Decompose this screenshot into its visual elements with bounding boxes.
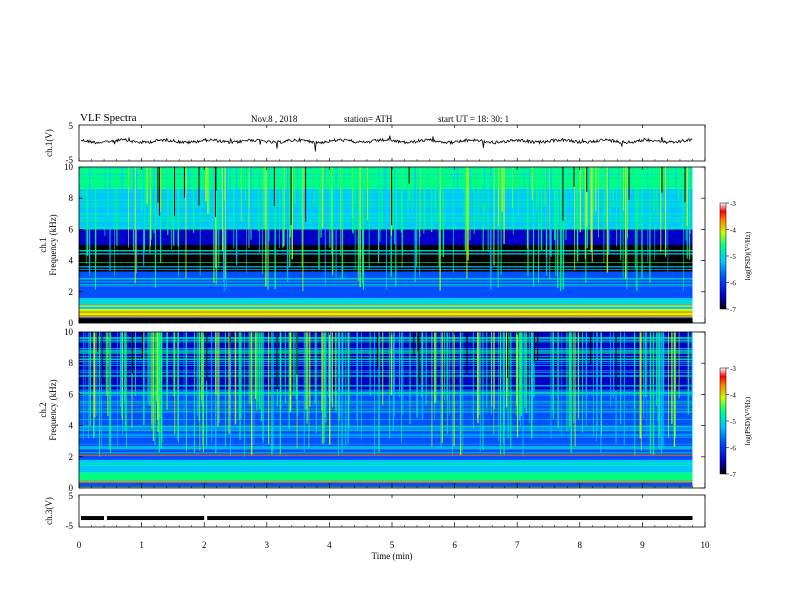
ch1-ytick-label: -5 <box>66 155 74 165</box>
ch1-spectrogram-ytick-label: 0 <box>69 318 74 328</box>
xtick-label: 4 <box>327 540 332 550</box>
panel-gap <box>79 324 705 331</box>
ch1-waveform-series <box>81 135 693 152</box>
ch2-spectrogram-ytick-label: 4 <box>69 421 74 431</box>
ch2-spectrogram-colorbar-tick-label: -4 <box>730 392 736 400</box>
ch1-spectrogram-colorbar-tick-label: -6 <box>730 280 736 288</box>
ch1-spectrogram-ytick-label: 8 <box>69 193 74 203</box>
ch1-spectrogram-ylabel: Frequency (kHz) <box>48 214 58 275</box>
ch3-ytick-label: 5 <box>69 491 74 501</box>
ch1-spectrogram-colorbar <box>719 202 727 310</box>
ch2-spectrogram-colorbar-tick-label: -7 <box>730 471 736 479</box>
chart-title: VLF Spectra <box>80 112 137 124</box>
ch1-spectrogram-band <box>79 213 693 230</box>
ch1-spectrogram-colorbar-tick-label: -7 <box>730 306 736 314</box>
ch1-spectrogram-lowband <box>79 318 693 323</box>
ch2-spectrogram-colorbar-tick-label: -6 <box>730 445 736 453</box>
ch2-spectrogram-ytick-label: 6 <box>69 389 74 399</box>
ch1-ylabel: ch.1(V) <box>44 129 54 157</box>
ch2-spectrogram-image <box>79 332 693 488</box>
ch1-spectrogram-ytick-label: 2 <box>69 287 74 297</box>
ch2-spectrogram-ylabel-channel: ch.2 <box>38 402 48 417</box>
ch1-spectrogram-ylabel-channel: ch.1 <box>38 237 48 252</box>
xaxis-label: Time (min) <box>372 551 413 561</box>
ch2-spectrogram-colorbar-tick-label: -3 <box>730 365 736 373</box>
ch1-spectrogram-colorbar-label: log(PSD)(V²/Hz) <box>744 231 752 280</box>
ch1-spectrogram-ytick-label: 10 <box>64 162 74 172</box>
ch3-ylabel: ch.3(V) <box>44 497 54 525</box>
ch2-spectrogram-colorbar-tick-label: -5 <box>730 418 736 426</box>
xtick-label: 7 <box>515 540 520 550</box>
ch2-spectrogram-band <box>79 481 693 488</box>
ch3-waveform-series <box>81 516 693 521</box>
xtick-label: 1 <box>139 540 144 550</box>
date-label: Nov.8 , 2018 <box>251 114 298 124</box>
ch2-spectrogram-band <box>79 452 693 460</box>
ch2-spectrogram-ytick-label: 8 <box>69 358 74 368</box>
ch1-spectrogram-band <box>79 285 693 299</box>
ch2-spectrogram-band <box>79 472 693 482</box>
ch1-spectrogram-band <box>79 167 693 189</box>
ch1-spectrogram-colorbar-tick-label: -3 <box>730 200 736 208</box>
xtick-label: 6 <box>452 540 457 550</box>
ch1-spectrogram-colorbar-tick-label: -5 <box>730 253 736 261</box>
ch3-waveform-gap <box>204 516 208 521</box>
ch2-spectrogram-band <box>79 459 693 473</box>
xtick-label: 2 <box>202 540 207 550</box>
ch1-spectrogram-ytick-label: 4 <box>69 256 74 266</box>
ch2-spectrogram-ytick-label: 2 <box>69 452 74 462</box>
ch2-spectrogram-colorbar-label: log(PSD)(V²/Hz) <box>744 396 752 445</box>
ch3-waveform-gap <box>104 516 108 521</box>
ch1-spectrogram-band <box>79 308 693 317</box>
station-label: station= ATH <box>344 114 393 124</box>
start-time-label: start UT = 18: 30: 1 <box>438 114 510 124</box>
ch1-ytick-label: 5 <box>69 121 74 131</box>
ch2-spectrogram-ytick-label: 10 <box>64 327 74 337</box>
ch1-spectrogram-band <box>79 229 693 245</box>
ch1-spectrogram-band <box>79 245 693 272</box>
ch2-spectrogram-ylabel: Frequency (kHz) <box>48 379 58 440</box>
xtick-label: 3 <box>265 540 270 550</box>
ch3-ytick-label: -5 <box>66 521 74 531</box>
xtick-label: 9 <box>640 540 645 550</box>
ch1-spectrogram-ytick-label: 6 <box>69 224 74 234</box>
ch1-spectrogram-image <box>79 167 693 324</box>
ch1-spectrogram-colorbar-tick-label: -4 <box>730 227 736 235</box>
ch1-waveform-frame <box>78 124 706 162</box>
ch2-spectrogram-colorbar <box>719 367 727 475</box>
xtick-label: 0 <box>77 540 82 550</box>
xtick-label: 5 <box>390 540 395 550</box>
ch2-spectrogram-ytick-label: 0 <box>69 483 74 493</box>
xtick-label: 8 <box>578 540 583 550</box>
xtick-label: 10 <box>701 540 711 550</box>
